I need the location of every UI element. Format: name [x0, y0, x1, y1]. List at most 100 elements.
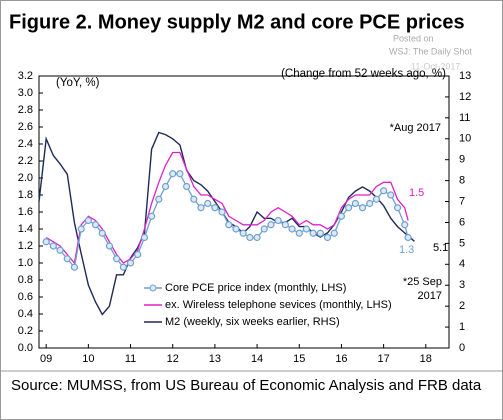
data-point — [358, 204, 367, 212]
annotation: 1.3 — [399, 244, 414, 256]
x-tick-label: 16 — [335, 353, 347, 365]
data-point — [345, 204, 353, 212]
data-point — [404, 233, 412, 242]
data-point — [274, 216, 282, 225]
source: Source: MUMSS, from US Bureau of Economi… — [11, 377, 482, 394]
data-point — [288, 225, 296, 233]
watermark: 11-Oct-2017 — [411, 61, 460, 71]
data-point — [190, 195, 198, 203]
y2-tick-label: 11 — [459, 112, 470, 124]
annotation: 2017 — [418, 290, 442, 302]
y-tick-label: 0.2 — [18, 325, 33, 337]
y-tick-label: 1.2 — [18, 240, 33, 252]
data-point — [330, 229, 338, 237]
y2-tick-label: 1 — [459, 321, 465, 333]
data-point — [134, 250, 142, 259]
x-tick-label: 10 — [82, 353, 94, 365]
data-point — [316, 229, 324, 237]
annotation: *25 Sep — [403, 276, 442, 288]
x-tick-label: 14 — [251, 353, 263, 365]
data-point — [161, 182, 170, 191]
x-tick-label: 09 — [40, 353, 52, 365]
annotation: (Change from 52 weeks ago, %) — [281, 68, 446, 80]
x-tick-label: 18 — [420, 353, 432, 365]
data-point — [56, 246, 64, 254]
data-point — [351, 199, 359, 208]
chart: Figure 2. Money supply M2 and core PCE p… — [1, 11, 502, 372]
x-tick-label: 12 — [167, 353, 179, 365]
y-tick-label: 2.8 — [18, 104, 33, 116]
data-point — [63, 255, 71, 263]
x-tick-label: 15 — [293, 353, 305, 365]
y2-tick-label: 0 — [459, 342, 465, 354]
y2-tick-label: 2 — [459, 300, 465, 312]
y-tick-label: 1.6 — [18, 206, 33, 218]
data-point — [148, 212, 156, 220]
data-point — [119, 263, 127, 271]
y-tick-label: 2.4 — [18, 138, 33, 150]
data-point — [197, 204, 205, 212]
annotation: 1.5 — [409, 187, 424, 199]
data-point — [77, 225, 85, 233]
x-tick-label: 11 — [125, 353, 136, 365]
data-point — [155, 195, 163, 203]
y2-tick-label: 8 — [459, 175, 465, 187]
data-point — [204, 199, 212, 208]
watermark: Posted on — [393, 33, 434, 43]
y-tick-label: 3.2 — [18, 70, 33, 82]
y2-tick-label: 3 — [459, 279, 465, 291]
legend-label: ex. Wireless telephone sevices (monthly,… — [165, 299, 392, 311]
data-point — [232, 225, 240, 233]
data-point — [372, 195, 381, 203]
y2-tick-label: 4 — [459, 258, 465, 270]
data-point — [70, 263, 79, 271]
data-point — [91, 221, 100, 229]
data-point — [246, 233, 254, 242]
data-point — [366, 199, 374, 208]
y2-tick-label: 9 — [459, 154, 465, 166]
y2-tick-label: 13 — [459, 70, 471, 82]
annotation: 5.1 — [433, 242, 448, 254]
chart-title: Figure 2. Money supply M2 and core PCE p… — [9, 11, 465, 33]
data-point — [84, 216, 92, 225]
legend-label: Core PCE price index (monthly, LHS) — [165, 282, 346, 294]
data-point — [218, 208, 226, 216]
data-point — [309, 229, 317, 237]
y-tick-label: 0.4 — [18, 308, 33, 320]
data-point — [260, 225, 268, 233]
x-tick-label: 17 — [377, 353, 389, 365]
y-tick-label: 3.0 — [18, 87, 33, 99]
data-point — [183, 182, 191, 191]
y-tick-label: 1.8 — [18, 189, 33, 201]
y2-tick-label: 7 — [459, 195, 465, 207]
y-tick-label: 0.0 — [18, 342, 33, 354]
data-point — [225, 221, 233, 229]
data-point — [295, 229, 303, 237]
data-point — [239, 229, 247, 237]
watermark: WSJ: The Daily Shot — [389, 46, 472, 56]
series-line — [45, 151, 409, 265]
annotation: *Aug 2017 — [390, 122, 441, 134]
data-point — [140, 233, 149, 242]
data-point — [267, 221, 275, 229]
data-point — [323, 233, 332, 242]
y2-tick-label: 12 — [459, 91, 471, 103]
data-point — [393, 204, 402, 212]
x-tick-label: 13 — [209, 353, 221, 365]
y-tick-label: 2.2 — [18, 155, 33, 167]
data-point — [401, 221, 409, 229]
data-point — [211, 204, 219, 212]
data-point — [281, 221, 289, 229]
data-point — [380, 187, 388, 195]
annotation: (YoY, %) — [56, 77, 100, 89]
data-point — [126, 259, 135, 267]
legend-marker — [149, 284, 157, 292]
y2-tick-label: 10 — [459, 133, 471, 145]
data-point — [169, 170, 177, 178]
y-tick-label: 0.8 — [18, 274, 33, 286]
data-point — [302, 225, 311, 233]
y-tick-label: 2.6 — [18, 121, 33, 133]
data-point — [387, 191, 395, 199]
data-point — [105, 242, 114, 250]
